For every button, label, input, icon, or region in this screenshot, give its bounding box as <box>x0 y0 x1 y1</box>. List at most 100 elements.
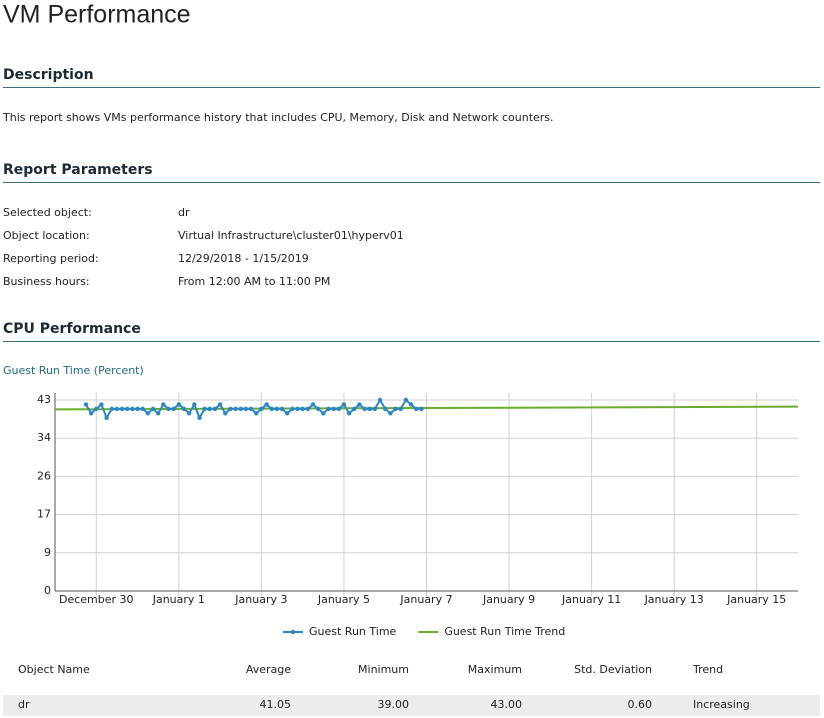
parameter-value: Virtual Infrastructure\cluster01\hyperv0… <box>178 229 404 242</box>
data-point <box>223 411 228 416</box>
table-header: Std. Deviation <box>574 663 652 676</box>
data-point <box>248 406 254 412</box>
data-point <box>217 402 223 407</box>
data-point <box>315 406 321 412</box>
data-point <box>176 402 182 407</box>
data-point <box>310 402 316 407</box>
data-point <box>284 411 290 416</box>
data-point <box>377 397 383 403</box>
parameter-value: From 12:00 AM to 11:00 PM <box>178 275 330 288</box>
x-tick-label: January 15 <box>726 593 786 606</box>
table-header: Trend <box>692 663 723 676</box>
data-point <box>290 406 295 412</box>
data-point <box>207 406 212 412</box>
data-point <box>130 406 135 412</box>
data-point <box>212 406 218 412</box>
parameter-label: Selected object: <box>3 206 92 219</box>
data-point <box>99 402 104 407</box>
chart: 0 9 17 26 34 43 December 30 January 1 January 3 J… <box>37 393 799 638</box>
data-point <box>186 411 192 416</box>
data-point <box>321 411 326 416</box>
data-point <box>125 406 130 412</box>
data-point <box>274 406 280 412</box>
data-point <box>403 397 409 403</box>
data-point <box>135 406 140 412</box>
data-point <box>104 415 109 420</box>
table-header: Minimum <box>358 663 409 676</box>
data-point <box>171 406 176 412</box>
data-point <box>336 406 341 412</box>
data-point <box>331 406 336 412</box>
legend-label: Guest Run Time Trend <box>444 625 565 638</box>
data-point <box>295 406 300 412</box>
table-cell: 39.00 <box>378 698 410 711</box>
data-point <box>408 402 414 407</box>
data-point <box>150 406 156 412</box>
legend-label: Guest Run Time <box>309 625 397 638</box>
data-point <box>94 406 99 412</box>
y-tick-label: 26 <box>37 469 51 482</box>
data-point <box>166 406 171 412</box>
data-point <box>367 406 372 412</box>
table-cell: Increasing <box>693 698 750 711</box>
section-heading: CPU Performance <box>3 321 141 337</box>
table-header: Object Name <box>18 663 90 676</box>
y-tick-label: 34 <box>37 431 51 444</box>
x-tick-label: January 3 <box>234 593 287 606</box>
data-point <box>155 411 161 416</box>
parameter-label: Business hours: <box>3 275 90 288</box>
data-point <box>393 406 398 412</box>
data-point <box>269 406 274 412</box>
data-point <box>88 411 94 416</box>
section-heading: Description <box>3 67 94 83</box>
x-tick-label: January 7 <box>399 593 452 606</box>
x-tick-label: January 5 <box>317 593 370 606</box>
table-cell: 43.00 <box>491 698 523 711</box>
data-point <box>140 406 145 412</box>
page-title: VM Performance <box>3 1 191 29</box>
legend-marker <box>290 629 296 635</box>
data-point <box>114 406 120 412</box>
data-point <box>264 402 269 407</box>
data-point <box>259 406 264 412</box>
table-header: Average <box>246 663 291 676</box>
y-tick-label: 0 <box>44 584 51 597</box>
data-point <box>243 406 249 412</box>
x-tick-label: January 11 <box>561 593 621 606</box>
data-point <box>197 415 202 420</box>
data-point <box>238 406 243 412</box>
data-point <box>305 406 311 412</box>
table-cell: 0.60 <box>628 698 653 711</box>
table-cell: dr <box>18 698 30 711</box>
data-point <box>202 406 207 412</box>
data-point <box>341 402 347 407</box>
data-point <box>346 411 352 416</box>
data-point <box>119 406 125 412</box>
x-tick-label: January 13 <box>644 593 704 606</box>
description-text: This report shows VMs performance histor… <box>2 111 554 124</box>
x-tick-label: December 30 <box>59 593 134 606</box>
data-point <box>362 406 367 412</box>
data-point <box>352 406 357 412</box>
parameters: Selected object: dr Object location: Virtua… <box>3 206 404 288</box>
table: Object Name Average Minimum Maximum Std. Dev… <box>18 663 750 711</box>
table-header: Maximum <box>468 663 522 676</box>
table-row-background <box>3 695 820 716</box>
parameter-value: dr <box>178 206 190 219</box>
y-tick-label: 9 <box>44 546 51 559</box>
data-point <box>145 411 151 416</box>
data-point <box>161 402 166 407</box>
data-point <box>413 406 419 412</box>
data-point <box>357 402 362 407</box>
data-point <box>254 411 259 416</box>
data-point <box>398 406 403 412</box>
data-point <box>419 406 424 412</box>
parameter-label: Object location: <box>3 229 90 242</box>
y-tick-label: 17 <box>37 508 51 521</box>
data-point <box>192 402 197 407</box>
series-line <box>54 405 799 411</box>
data-point <box>383 406 388 412</box>
data-point <box>326 406 331 412</box>
data-point <box>109 406 114 412</box>
